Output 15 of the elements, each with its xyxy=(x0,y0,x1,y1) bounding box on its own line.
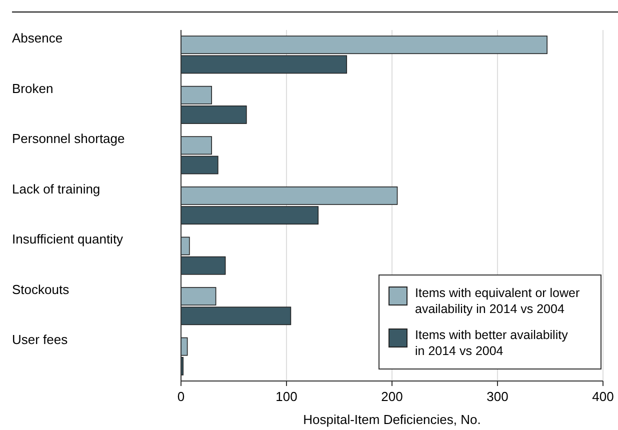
x-axis-title: Hospital-Item Deficiencies, No. xyxy=(303,412,481,427)
legend-label: Items with equivalent or lower availability in 2014 vs 2004 xyxy=(415,286,580,316)
x-tick-label: 100 xyxy=(276,389,298,404)
x-tick-label: 400 xyxy=(592,389,614,404)
y-tick-label: Personnel shortage xyxy=(12,131,125,146)
x-tick-label: 200 xyxy=(381,389,403,404)
y-tick-label: Broken xyxy=(12,80,54,96)
y-tick-label: Insufficient quantity xyxy=(12,232,124,247)
y-tick-label: Absence xyxy=(12,30,63,46)
x-tick-label: 0 xyxy=(177,389,185,404)
legend-label: Items with better availability in 2014 vs 2004 xyxy=(415,328,569,358)
y-tick-label: Lack of training xyxy=(12,181,100,196)
y-tick-label: User fees xyxy=(12,332,68,348)
y-tick-label: Stockouts xyxy=(12,282,70,297)
x-tick-label: 300 xyxy=(486,389,508,404)
